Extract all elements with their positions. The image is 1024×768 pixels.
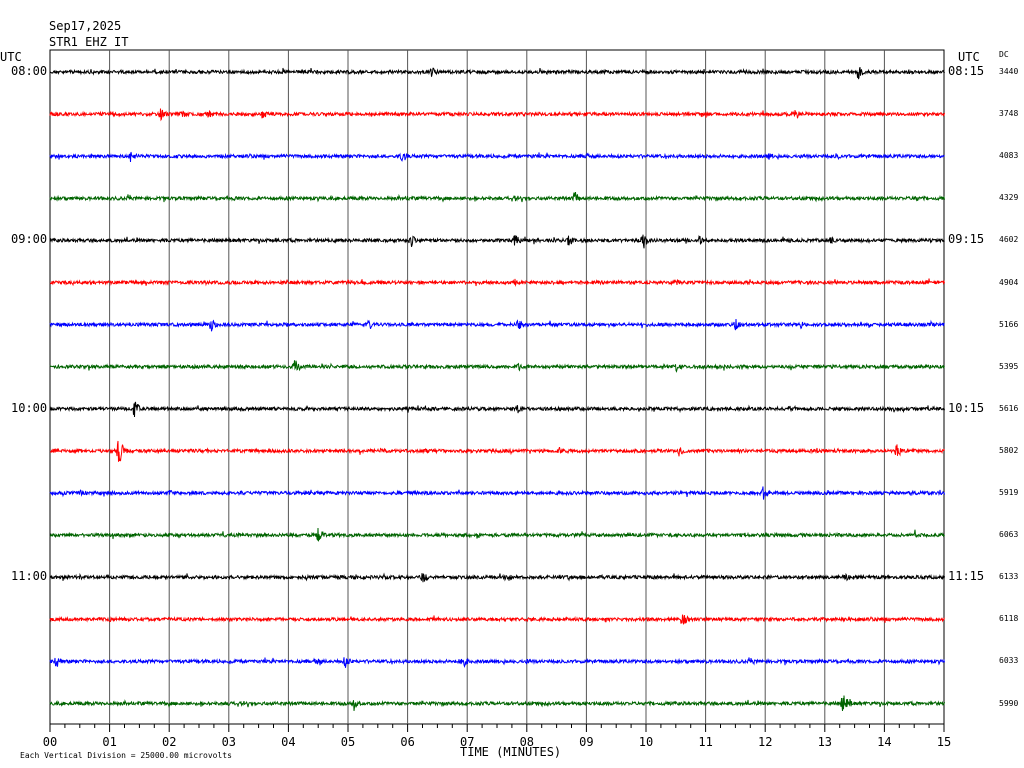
trace-12 <box>49 572 945 583</box>
dc-value-12: 6133 <box>999 572 1019 582</box>
x-tick-label-07: 07 <box>460 735 474 749</box>
trace-1 <box>49 108 945 122</box>
dc-title: DC <box>999 50 1009 59</box>
left-time-label: 11:00 <box>11 569 48 584</box>
x-axis-label: TIME (MINUTES) <box>460 745 562 759</box>
dc-value-7: 5395 <box>999 361 1019 371</box>
date-title: Sep17,2025 <box>49 19 122 33</box>
dc-value-9: 5802 <box>999 445 1019 455</box>
dc-value-14: 6033 <box>999 656 1019 666</box>
x-tick-label-08: 08 <box>520 735 534 749</box>
plot-frame <box>49 49 945 725</box>
x-tick-label-15: 15 <box>937 735 951 749</box>
x-tick-label-03: 03 <box>222 735 236 749</box>
trace-4 <box>49 234 945 249</box>
x-tick-label-02: 02 <box>162 735 176 749</box>
left-time-label: 08:00 <box>11 64 48 78</box>
right-utc-title: UTC <box>958 50 980 64</box>
x-tick-label-05: 05 <box>341 735 355 749</box>
x-tick-label-09: 09 <box>579 735 593 749</box>
right-time-label: 10:15 <box>948 400 985 415</box>
x-tick-label-06: 06 <box>400 735 414 749</box>
dc-value-5: 4904 <box>999 277 1019 287</box>
dc-value-0: 3440 <box>999 67 1019 76</box>
trace-0 <box>49 67 945 80</box>
minute-gridlines <box>49 49 945 725</box>
trace-13 <box>49 614 945 625</box>
right-time-label: 09:15 <box>948 232 985 247</box>
dc-value-10: 5919 <box>999 488 1019 497</box>
x-tick-label-04: 04 <box>281 735 295 749</box>
dc-value-4: 4602 <box>999 235 1019 245</box>
left-utc-title: UTC <box>0 50 22 64</box>
trace-10 <box>49 486 945 500</box>
seismic-traces <box>49 67 945 712</box>
trace-14 <box>49 657 945 668</box>
trace-9 <box>49 440 945 462</box>
dc-value-11: 6063 <box>999 530 1019 540</box>
trace-11 <box>49 527 945 542</box>
left-time-label: 10:00 <box>11 400 48 415</box>
dc-value-13: 6118 <box>999 614 1019 624</box>
trace-7 <box>49 360 945 373</box>
x-tick-label-12: 12 <box>758 735 772 749</box>
dc-value-3: 4329 <box>999 193 1019 203</box>
trace-3 <box>49 191 945 203</box>
x-tick-label-13: 13 <box>818 735 832 749</box>
x-tick-label-11: 11 <box>698 735 712 749</box>
x-axis-ticks: 00 01 02 03 04 05 06 07 08 09 10 11 12 13 14 15 <box>43 724 951 749</box>
right-time-label: 11:15 <box>948 569 985 584</box>
x-tick-label-00: 00 <box>43 735 57 749</box>
trace-6 <box>49 318 945 332</box>
trace-5 <box>49 278 945 287</box>
x-tick-label-14: 14 <box>877 735 891 749</box>
footer-note: Each Vertical Division = 25000.00 microv… <box>20 751 232 760</box>
right-time-label: 08:15 <box>948 64 985 78</box>
dc-value-1: 3748 <box>999 109 1019 119</box>
dc-value-15: 5990 <box>999 698 1019 708</box>
trace-8 <box>49 401 945 418</box>
left-time-label: 09:00 <box>11 232 48 247</box>
station-title: STR1 EHZ IT <box>49 35 129 49</box>
x-tick-label-01: 01 <box>102 735 116 749</box>
trace-2 <box>49 151 945 163</box>
dc-value-8: 5616 <box>999 403 1019 413</box>
dc-value-6: 5166 <box>999 319 1019 329</box>
trace-15 <box>49 695 945 712</box>
x-tick-label-10: 10 <box>639 735 653 749</box>
dc-value-2: 4083 <box>999 151 1019 161</box>
